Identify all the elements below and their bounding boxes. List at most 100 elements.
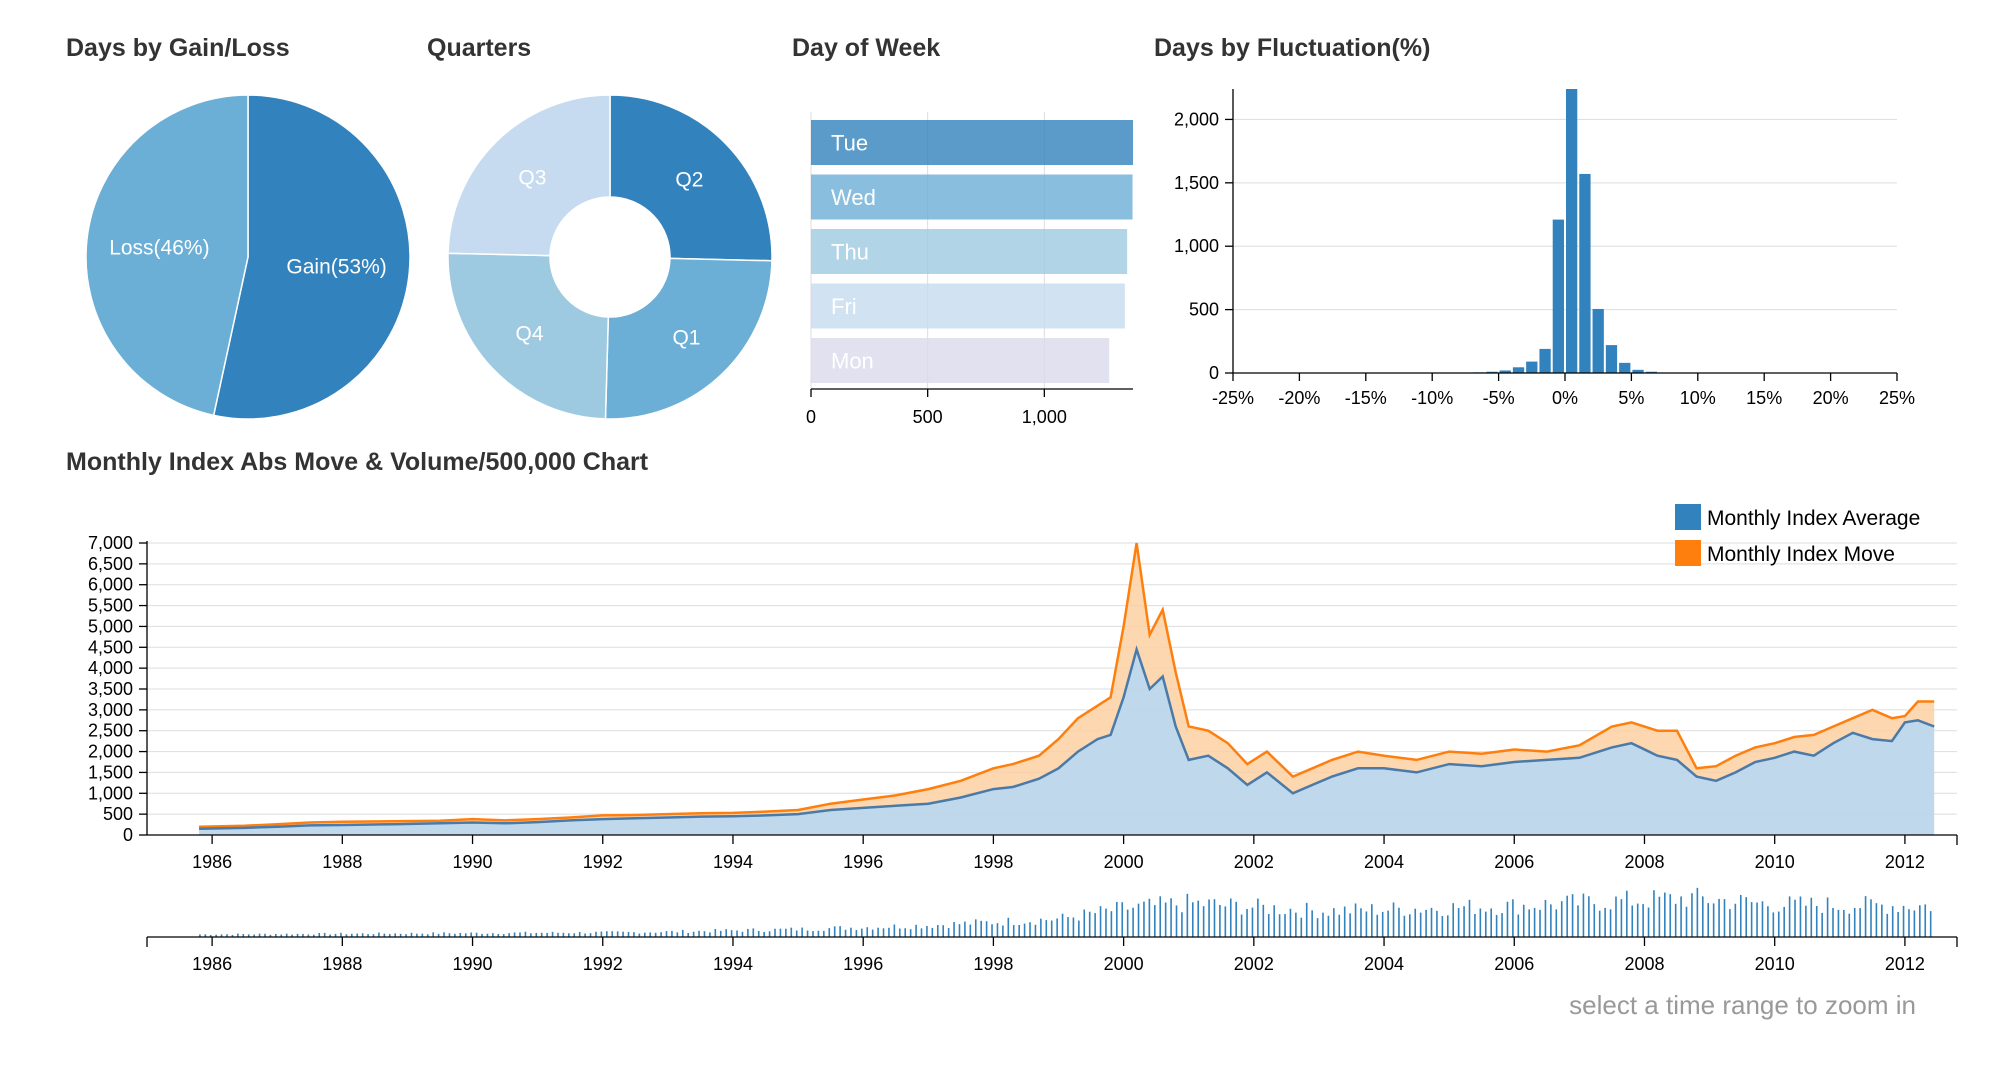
x-tick-label: 2008 [1624, 852, 1664, 872]
x-tick-label: 1990 [453, 852, 493, 872]
volume-bar [1891, 906, 1894, 937]
volume-bar [1365, 911, 1368, 937]
area-monthly-index-average[interactable] [199, 649, 1935, 835]
volume-bar [1669, 894, 1672, 937]
histogram-bar[interactable] [1539, 348, 1551, 373]
volume-bar [1636, 903, 1639, 937]
volume-bar [1186, 893, 1189, 937]
histogram-bar[interactable] [1592, 308, 1604, 373]
pie-slice-q3[interactable] [447, 94, 611, 257]
x-tick-label: 2004 [1364, 954, 1404, 974]
histogram-bar[interactable] [1512, 367, 1525, 373]
volume-bar [1360, 908, 1362, 937]
volume-bar [264, 933, 266, 937]
volume-bar [535, 932, 538, 937]
bar-mon[interactable] [811, 338, 1110, 383]
volume-bar [1501, 913, 1503, 937]
volume-bar [622, 931, 624, 937]
pie-slice-q1[interactable] [604, 257, 773, 420]
volume-range-chart[interactable]: 1986 1988 1990 1992 1994 1996 1998 2000 2002 2004… [146, 887, 1958, 974]
volume-bar [709, 932, 711, 937]
pie-label-loss-46: Loss(46%) [109, 237, 209, 260]
volume-bar [568, 933, 570, 937]
volume-bar [785, 928, 787, 937]
histogram-bar[interactable] [1632, 369, 1644, 373]
volume-bar [1316, 918, 1319, 937]
volume-bar [1750, 902, 1753, 937]
histogram-bar[interactable] [1526, 361, 1538, 373]
volume-bar [1436, 910, 1438, 937]
volume-bar [1924, 904, 1927, 937]
volume-bar [1533, 907, 1536, 937]
volume-bar [1767, 906, 1769, 937]
volume-bar [1490, 908, 1492, 937]
volume-bar [421, 933, 424, 937]
quarters-donut-chart[interactable]: Q2 Q1 Q4 Q3 [447, 94, 773, 420]
line-monthly-index-average[interactable] [199, 645, 1935, 830]
histogram-bar[interactable] [1499, 370, 1511, 373]
volume-bar [671, 930, 673, 937]
volume-bar [1832, 907, 1834, 937]
day-of-week-bar-chart[interactable]: Tue Wed Thu Fri Mon 0 500 1,000 [806, 112, 1133, 427]
volume-bar [947, 928, 950, 937]
volume-bar [459, 932, 462, 937]
volume-bar [687, 933, 689, 937]
volume-bar [1002, 925, 1004, 937]
bar-label-fri: Fri [831, 294, 857, 319]
volume-bar [1794, 899, 1796, 937]
volume-bar [1392, 902, 1395, 937]
histogram-bar[interactable] [1619, 362, 1631, 373]
volume-bar [1745, 897, 1747, 937]
x-tick-label: 2006 [1494, 954, 1534, 974]
bar-wed[interactable] [811, 174, 1133, 220]
x-tick-label: -25% [1212, 388, 1254, 408]
x-tick-label: 2002 [1234, 954, 1274, 974]
pie-slice-loss-46[interactable] [85, 94, 249, 417]
pie-slice-q4[interactable] [447, 252, 610, 420]
y-tick-label: 500 [103, 804, 133, 824]
volume-bar [1007, 917, 1010, 937]
histogram-bar[interactable] [1605, 345, 1618, 373]
volume-bar [801, 927, 803, 937]
area-monthly-index-move[interactable] [199, 543, 1935, 829]
volume-bar [1642, 904, 1644, 937]
monthly-area-chart[interactable]: 1986 1988 1990 1992 1994 1996 1998 2000 2002 2004… [88, 504, 1958, 872]
volume-bar [1544, 899, 1547, 937]
volume-bar [1712, 903, 1715, 937]
volume-bar [1788, 896, 1791, 937]
volume-bar [1099, 906, 1102, 937]
volume-bar [1452, 903, 1455, 937]
pie-slice-gain-53[interactable] [212, 94, 411, 420]
line-monthly-index-move[interactable] [199, 542, 1935, 828]
bar-fri[interactable] [811, 283, 1125, 329]
y-tick-label: 1,000 [88, 783, 133, 803]
pie-slice-q2[interactable] [609, 94, 773, 262]
fluctuation-histogram[interactable]: -25% -20% -15% -10% -5% 0% 5% 10% 15% 20% 25% 0 500 1… [1174, 89, 1915, 408]
volume-bar [443, 932, 445, 937]
bar-label-mon: Mon [831, 349, 874, 374]
gain-loss-pie-chart[interactable]: Gain(53%) Loss(46%) [85, 94, 411, 420]
x-tick-label: 1996 [843, 954, 883, 974]
histogram-bar[interactable] [1566, 89, 1578, 373]
volume-bar [768, 931, 771, 937]
volume-bar [1050, 920, 1053, 937]
volume-bar [1604, 907, 1606, 937]
histogram-bar[interactable] [1552, 219, 1564, 373]
volume-bar [1734, 903, 1737, 937]
x-tick-label: 2000 [1104, 852, 1144, 872]
histogram-bar[interactable] [1579, 173, 1591, 373]
title-gain-loss: Days by Gain/Loss [66, 34, 290, 62]
volume-bar [573, 933, 576, 937]
y-tick-label: 0 [123, 825, 133, 845]
volume-bar [1018, 924, 1020, 937]
y-tick-label: 1,000 [1174, 236, 1219, 256]
legend-swatch-monthly-index-move[interactable] [1675, 540, 1701, 566]
volume-bar [1484, 911, 1487, 937]
bar-thu[interactable] [811, 229, 1128, 274]
volume-bar [1213, 899, 1216, 937]
bar-tue[interactable] [811, 120, 1133, 165]
x-tick-label: 2010 [1755, 954, 1795, 974]
legend-swatch-monthly-index-average[interactable] [1675, 504, 1701, 530]
volume-bar [302, 933, 304, 937]
